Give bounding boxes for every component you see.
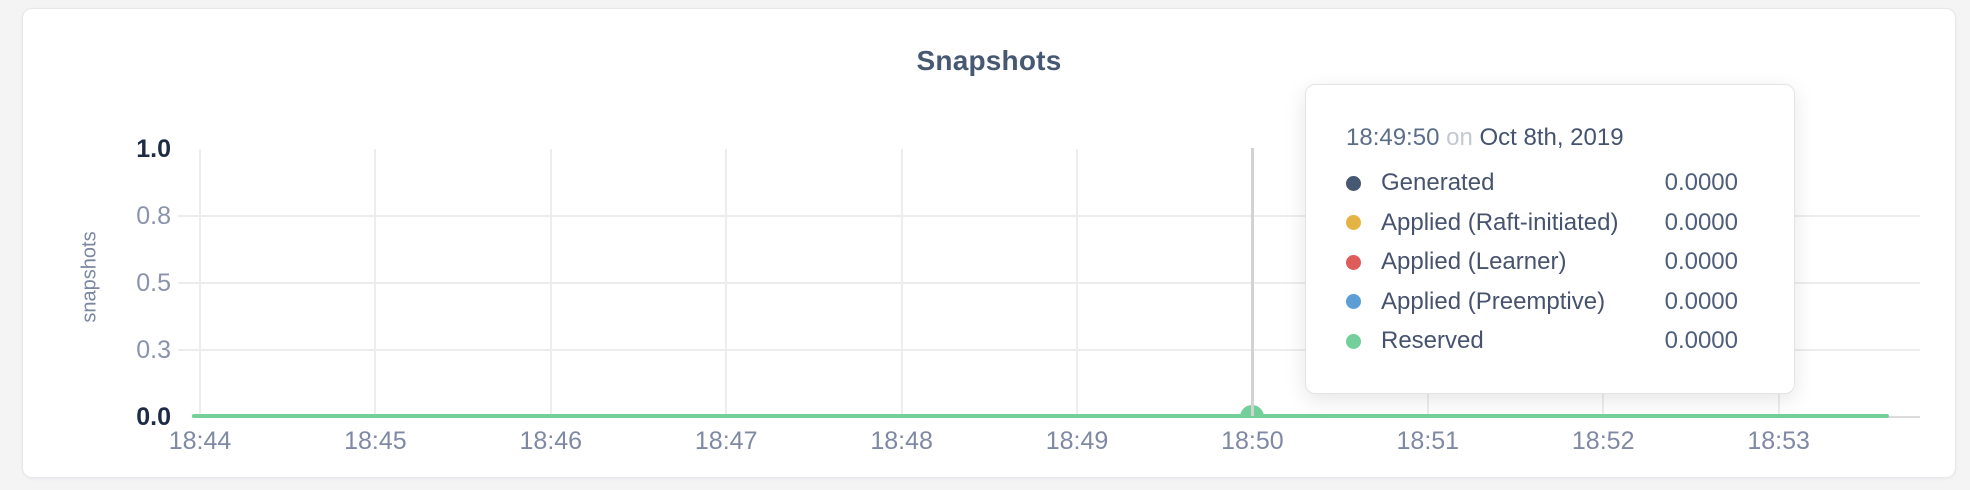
tooltip-timestamp: 18:49:50 on Oct 8th, 2019: [1346, 123, 1624, 153]
x-tick-label: 18:48: [870, 427, 933, 455]
series-value: 0.0000: [1664, 287, 1738, 315]
tooltip-row: Applied (Preemptive) 0.0000: [1346, 286, 1738, 318]
x-tick-label: 18:46: [519, 427, 583, 455]
vertical-gridline: [374, 149, 377, 417]
chart-panel: Snapshots snapshots 0.0 0.3 0.5 0.8 1.0 18:4…: [22, 8, 1956, 478]
series-color-dot: [1346, 254, 1361, 270]
series-label: Applied (Preemptive): [1381, 287, 1606, 315]
horizontal-gridline: [178, 282, 1920, 284]
vertical-gridline: [199, 149, 201, 417]
series-label: Generated: [1381, 169, 1495, 196]
x-tick-label: 18:49: [1045, 427, 1109, 455]
series-color-dot: [1346, 215, 1361, 230]
chart-tooltip: 18:49:50 on Oct 8th, 2019 Generated 0.000…: [1305, 84, 1795, 394]
tooltip-row: Applied (Learner) 0.0000: [1346, 246, 1738, 278]
y-tick-label: 0.8: [136, 202, 171, 230]
x-tick-label: 18:44: [168, 427, 232, 455]
horizontal-gridline: [178, 349, 1920, 351]
hover-guideline: [1251, 148, 1255, 416]
x-tick-label: 18:50: [1221, 427, 1284, 455]
vertical-gridline: [900, 149, 903, 417]
tooltip-time: 18:49:50: [1346, 124, 1440, 151]
series-color-dot: [1346, 175, 1361, 191]
tooltip-row: Generated 0.0000: [1346, 167, 1738, 199]
x-tick-label: 18:52: [1571, 427, 1635, 455]
series-label: Applied (Raft-initiated): [1381, 208, 1619, 236]
tooltip-conjunction: on: [1446, 124, 1473, 151]
x-tick-label: 18:53: [1747, 427, 1810, 455]
series-color-dot: [1346, 294, 1361, 309]
series-value: 0.0000: [1664, 248, 1738, 275]
tooltip-date: Oct 8th, 2019: [1479, 124, 1624, 151]
y-tick-label: 0.5: [136, 269, 171, 297]
chart-title: Snapshots: [916, 45, 1062, 76]
y-tick-label: 1.0: [136, 135, 171, 163]
tooltip-row: Applied (Raft-initiated) 0.0000: [1346, 207, 1738, 239]
horizontal-gridline: [178, 215, 1920, 217]
x-tick-label: 18:47: [694, 427, 758, 455]
series-line-reserved: [192, 414, 1889, 418]
series-value: 0.0000: [1664, 169, 1738, 196]
series-value: 0.0000: [1664, 327, 1738, 354]
series-label: Applied (Learner): [1381, 248, 1567, 275]
vertical-gridline: [1076, 149, 1078, 417]
y-tick-label: 0.3: [136, 336, 171, 364]
tooltip-row: Reserved 0.0000: [1346, 325, 1738, 357]
series-label: Reserved: [1381, 327, 1484, 354]
y-tick-label: 0.0: [136, 403, 171, 431]
series-color-dot: [1346, 333, 1361, 349]
x-tick-label: 18:51: [1396, 427, 1460, 455]
vertical-gridline: [725, 149, 728, 417]
x-tick-label: 18:45: [344, 427, 407, 455]
vertical-gridline: [549, 149, 552, 417]
series-value: 0.0000: [1664, 208, 1738, 236]
